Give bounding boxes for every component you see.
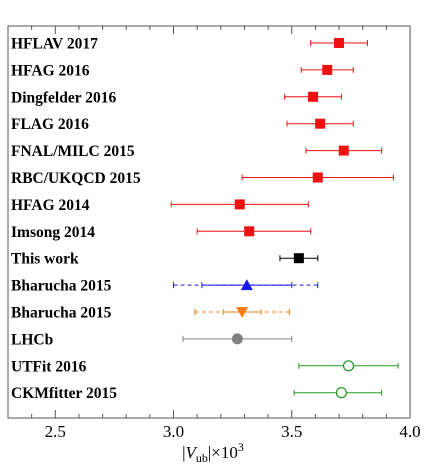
data-point-open-circle <box>342 360 355 372</box>
data-row: HFAG 2014 <box>11 197 309 214</box>
x-axis-title-bar-left: | <box>182 443 185 462</box>
data-point-square <box>338 145 349 156</box>
data-point-square <box>315 118 326 129</box>
data-row: Imsong 2014 <box>11 224 312 241</box>
x-tick-label: 2.5 <box>45 422 66 441</box>
data-point-square <box>293 253 304 264</box>
row-label: RBC/UKQCD 2015 <box>11 170 141 187</box>
data-row: This work <box>11 251 319 268</box>
tick-labels: 2.5 3.0 3.5 4.0 <box>45 422 421 441</box>
row-label: UTFit 2016 <box>11 358 87 375</box>
data-point-square <box>244 226 255 237</box>
plot-frame <box>7 25 411 419</box>
x-tick-label: 4.0 <box>399 422 420 441</box>
data-row: LHCb <box>11 331 293 348</box>
row-label: HFAG 2014 <box>11 197 90 214</box>
data-point-triangle-up <box>240 279 253 291</box>
data-row: CKMfitter 2015 <box>11 385 383 402</box>
row-label: Dingfelder 2016 <box>11 89 116 106</box>
data-row: HFAG 2016 <box>11 62 354 79</box>
data-point-square <box>334 38 345 48</box>
x-tick-label: 3.0 <box>163 422 184 441</box>
data-point-square <box>312 172 323 183</box>
data-row: HFLAV 2017 <box>11 36 368 53</box>
x-axis-title: |Vub|×103 <box>182 440 244 465</box>
row-label: Bharucha 2015 <box>11 278 112 295</box>
data-row: Dingfelder 2016 <box>11 89 342 106</box>
data-row: RBC/UKQCD 2015 <box>11 170 394 187</box>
row-label: FLAG 2016 <box>11 116 89 133</box>
data-point-open-circle <box>335 387 348 399</box>
tick-marks <box>7 26 411 418</box>
data-point-square <box>308 91 319 102</box>
x-axis-title-sup: 3 <box>238 440 244 454</box>
row-label: FNAL/MILC 2015 <box>11 143 135 160</box>
data-point-square <box>234 199 245 210</box>
x-axis-title-v: V <box>186 443 199 462</box>
data-point-circle <box>231 333 243 345</box>
row-label: LHCb <box>11 331 53 348</box>
row-label: Bharucha 2015 <box>11 305 112 322</box>
data-row: Bharucha 2015 <box>11 305 290 322</box>
data-row: UTFit 2016 <box>11 358 399 375</box>
row-label: HFLAV 2017 <box>11 36 98 53</box>
data-point-triangle-down <box>236 307 249 318</box>
row-label: HFAG 2016 <box>11 62 90 79</box>
x-tick-label: 3.5 <box>281 422 302 441</box>
row-label: This work <box>11 251 79 268</box>
data-point-square <box>322 64 333 75</box>
row-label: CKMfitter 2015 <box>11 385 117 402</box>
row-label: Imsong 2014 <box>11 224 95 241</box>
data-row: FNAL/MILC 2015 <box>11 143 383 160</box>
data-rows: HFLAV 2017 HFAG 2016 Dingfelder 2016 FLAG 2… <box>11 36 399 402</box>
data-row: Bharucha 2015 <box>11 278 319 295</box>
x-axis-title-bar-right: |×10 <box>208 443 238 462</box>
x-axis-title-sub: ub <box>196 451 208 465</box>
data-row: FLAG 2016 <box>11 116 354 133</box>
